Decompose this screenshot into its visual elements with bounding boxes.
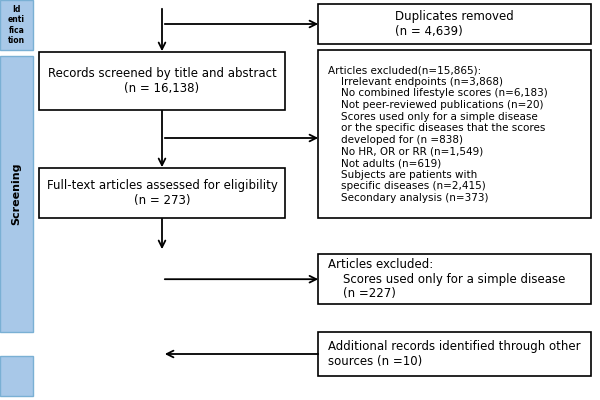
FancyBboxPatch shape	[39, 52, 285, 110]
Text: Id
enti
fica
tion: Id enti fica tion	[8, 5, 25, 45]
FancyBboxPatch shape	[318, 50, 591, 218]
Text: Screening: Screening	[11, 163, 22, 225]
FancyBboxPatch shape	[0, 356, 33, 396]
FancyBboxPatch shape	[0, 56, 33, 332]
FancyBboxPatch shape	[318, 254, 591, 304]
Text: Articles excluded:
    Scores used only for a simple disease
    (n =227): Articles excluded: Scores used only for …	[328, 258, 566, 300]
Text: Full-text articles assessed for eligibility
(n = 273): Full-text articles assessed for eligibil…	[47, 179, 277, 207]
Text: Duplicates removed
(n = 4,639): Duplicates removed (n = 4,639)	[395, 10, 514, 38]
FancyBboxPatch shape	[0, 0, 33, 50]
Text: Records screened by title and abstract
(n = 16,138): Records screened by title and abstract (…	[47, 67, 277, 95]
FancyBboxPatch shape	[318, 332, 591, 376]
FancyBboxPatch shape	[318, 4, 591, 44]
Text: Articles excluded(n=15,865):
    Irrelevant endpoints (n=3,868)
    No combined : Articles excluded(n=15,865): Irrelevant …	[328, 65, 548, 203]
Text: Additional records identified through other
sources (n =10): Additional records identified through ot…	[328, 340, 581, 368]
FancyBboxPatch shape	[39, 168, 285, 218]
